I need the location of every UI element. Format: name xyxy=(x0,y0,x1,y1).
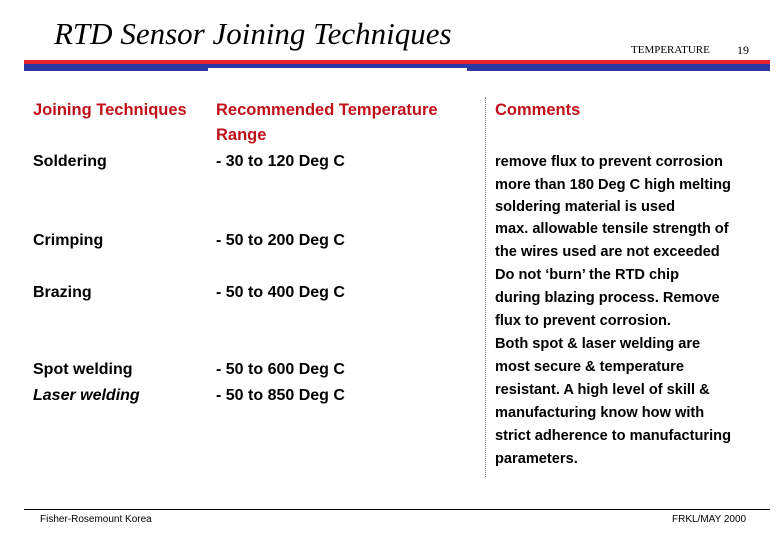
technique-soldering: Soldering xyxy=(33,153,107,170)
header-rule-blue xyxy=(24,64,770,68)
comment-line: soldering material is used xyxy=(495,199,676,215)
technique-laser-welding: Laser welding xyxy=(33,387,140,404)
header-rule-blue-right xyxy=(467,68,770,71)
column-header-comments: Comments xyxy=(495,101,581,119)
header-rule-blue-left xyxy=(24,68,208,71)
footer-company: Fisher-Rosemount Korea xyxy=(40,514,152,525)
column-header-range-line1: Recommended Temperature xyxy=(216,101,438,119)
column-header-range-line2: Range xyxy=(216,126,267,144)
technique-crimping: Crimping xyxy=(33,232,104,249)
comment-line: strict adherence to manufacturing xyxy=(495,428,731,444)
comment-line: during blazing process. Remove xyxy=(495,290,720,306)
column-divider xyxy=(485,97,487,477)
range-laser-welding: - 50 to 850 Deg C xyxy=(216,387,345,404)
range-brazing: - 50 to 400 Deg C xyxy=(216,284,345,301)
footer-date-code: FRKL/MAY 2000 xyxy=(672,514,747,525)
comments-block: remove flux to prevent corrosion more th… xyxy=(495,151,765,471)
footer-rule xyxy=(24,509,770,510)
comment-line: max. allowable tensile strength of xyxy=(495,221,729,237)
page-number: 19 xyxy=(737,43,749,57)
technique-brazing: Brazing xyxy=(33,284,92,301)
header-rule-red xyxy=(24,60,770,64)
comment-line: resistant. A high level of skill & xyxy=(495,382,710,398)
range-crimping: - 50 to 200 Deg C xyxy=(216,232,345,249)
comment-line: the wires used are not exceeded xyxy=(495,244,720,260)
range-spot-welding: - 50 to 600 Deg C xyxy=(216,361,345,378)
comment-line: more than 180 Deg C high melting xyxy=(495,177,731,193)
technique-spot-welding: Spot welding xyxy=(33,361,133,378)
page-title: RTD Sensor Joining Techniques xyxy=(54,16,452,51)
topic-label: TEMPERATURE xyxy=(631,44,710,56)
comment-line: remove flux to prevent corrosion xyxy=(495,154,723,170)
comment-line: parameters. xyxy=(495,451,578,467)
range-soldering: - 30 to 120 Deg C xyxy=(216,153,345,170)
column-header-techniques: Joining Techniques xyxy=(33,101,187,119)
comment-line: most secure & temperature xyxy=(495,359,684,375)
comment-line: Both spot & laser welding are xyxy=(495,336,701,352)
comment-line: Do not ‘burn’ the RTD chip xyxy=(495,267,680,283)
comment-line: flux to prevent corrosion. xyxy=(495,313,671,329)
comment-line: manufacturing know how with xyxy=(495,405,705,421)
